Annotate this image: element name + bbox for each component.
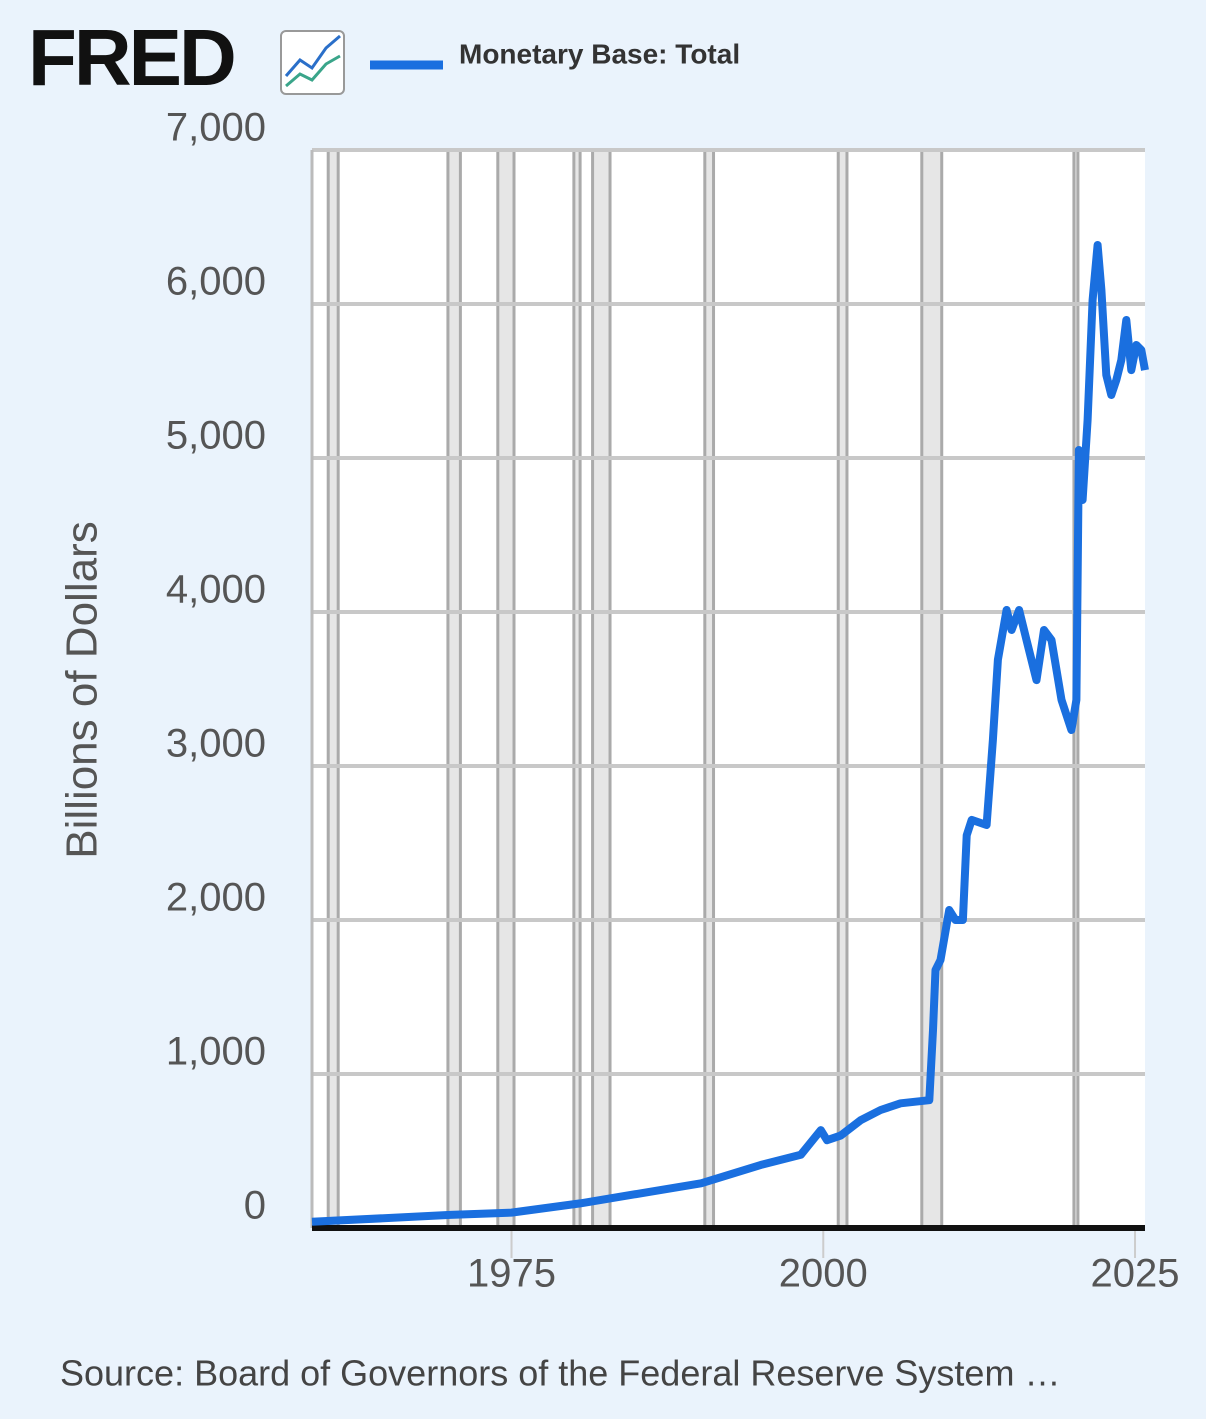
y-tick-label: 4,000 xyxy=(166,568,266,612)
y-tick-label: 6,000 xyxy=(166,260,266,304)
recession-band xyxy=(703,148,716,1230)
logo-icon xyxy=(280,30,345,95)
source: Source: Board of Governors of the Federa… xyxy=(60,1353,1060,1394)
y-tick-label: 1,000 xyxy=(166,1030,266,1074)
recession-band xyxy=(326,148,340,1230)
x-tick-label: 1975 xyxy=(467,1252,556,1296)
recession-band xyxy=(446,148,462,1230)
x-tick-label: 2025 xyxy=(1091,1252,1180,1296)
y-tick-label: 2,000 xyxy=(166,876,266,920)
icon-line xyxy=(284,34,341,77)
logo: FRED xyxy=(28,13,234,102)
recession-band xyxy=(836,148,849,1230)
recession-band xyxy=(572,148,582,1230)
legend-label: Monetary Base: Total xyxy=(459,38,740,69)
y-tick-label: 3,000 xyxy=(166,722,266,766)
series-line xyxy=(311,241,1149,1226)
icon-line xyxy=(285,54,341,88)
recession-band xyxy=(496,148,516,1230)
y-tick-label: 0 xyxy=(244,1184,266,1228)
plot-area xyxy=(312,150,1145,1228)
recession-band xyxy=(591,148,612,1230)
x-tick-label: 2000 xyxy=(779,1252,868,1296)
y-tick-label: 5,000 xyxy=(166,414,266,458)
y-axis-label: Billions of Dollars xyxy=(58,521,107,858)
y-tick-label: 7,000 xyxy=(166,106,266,150)
